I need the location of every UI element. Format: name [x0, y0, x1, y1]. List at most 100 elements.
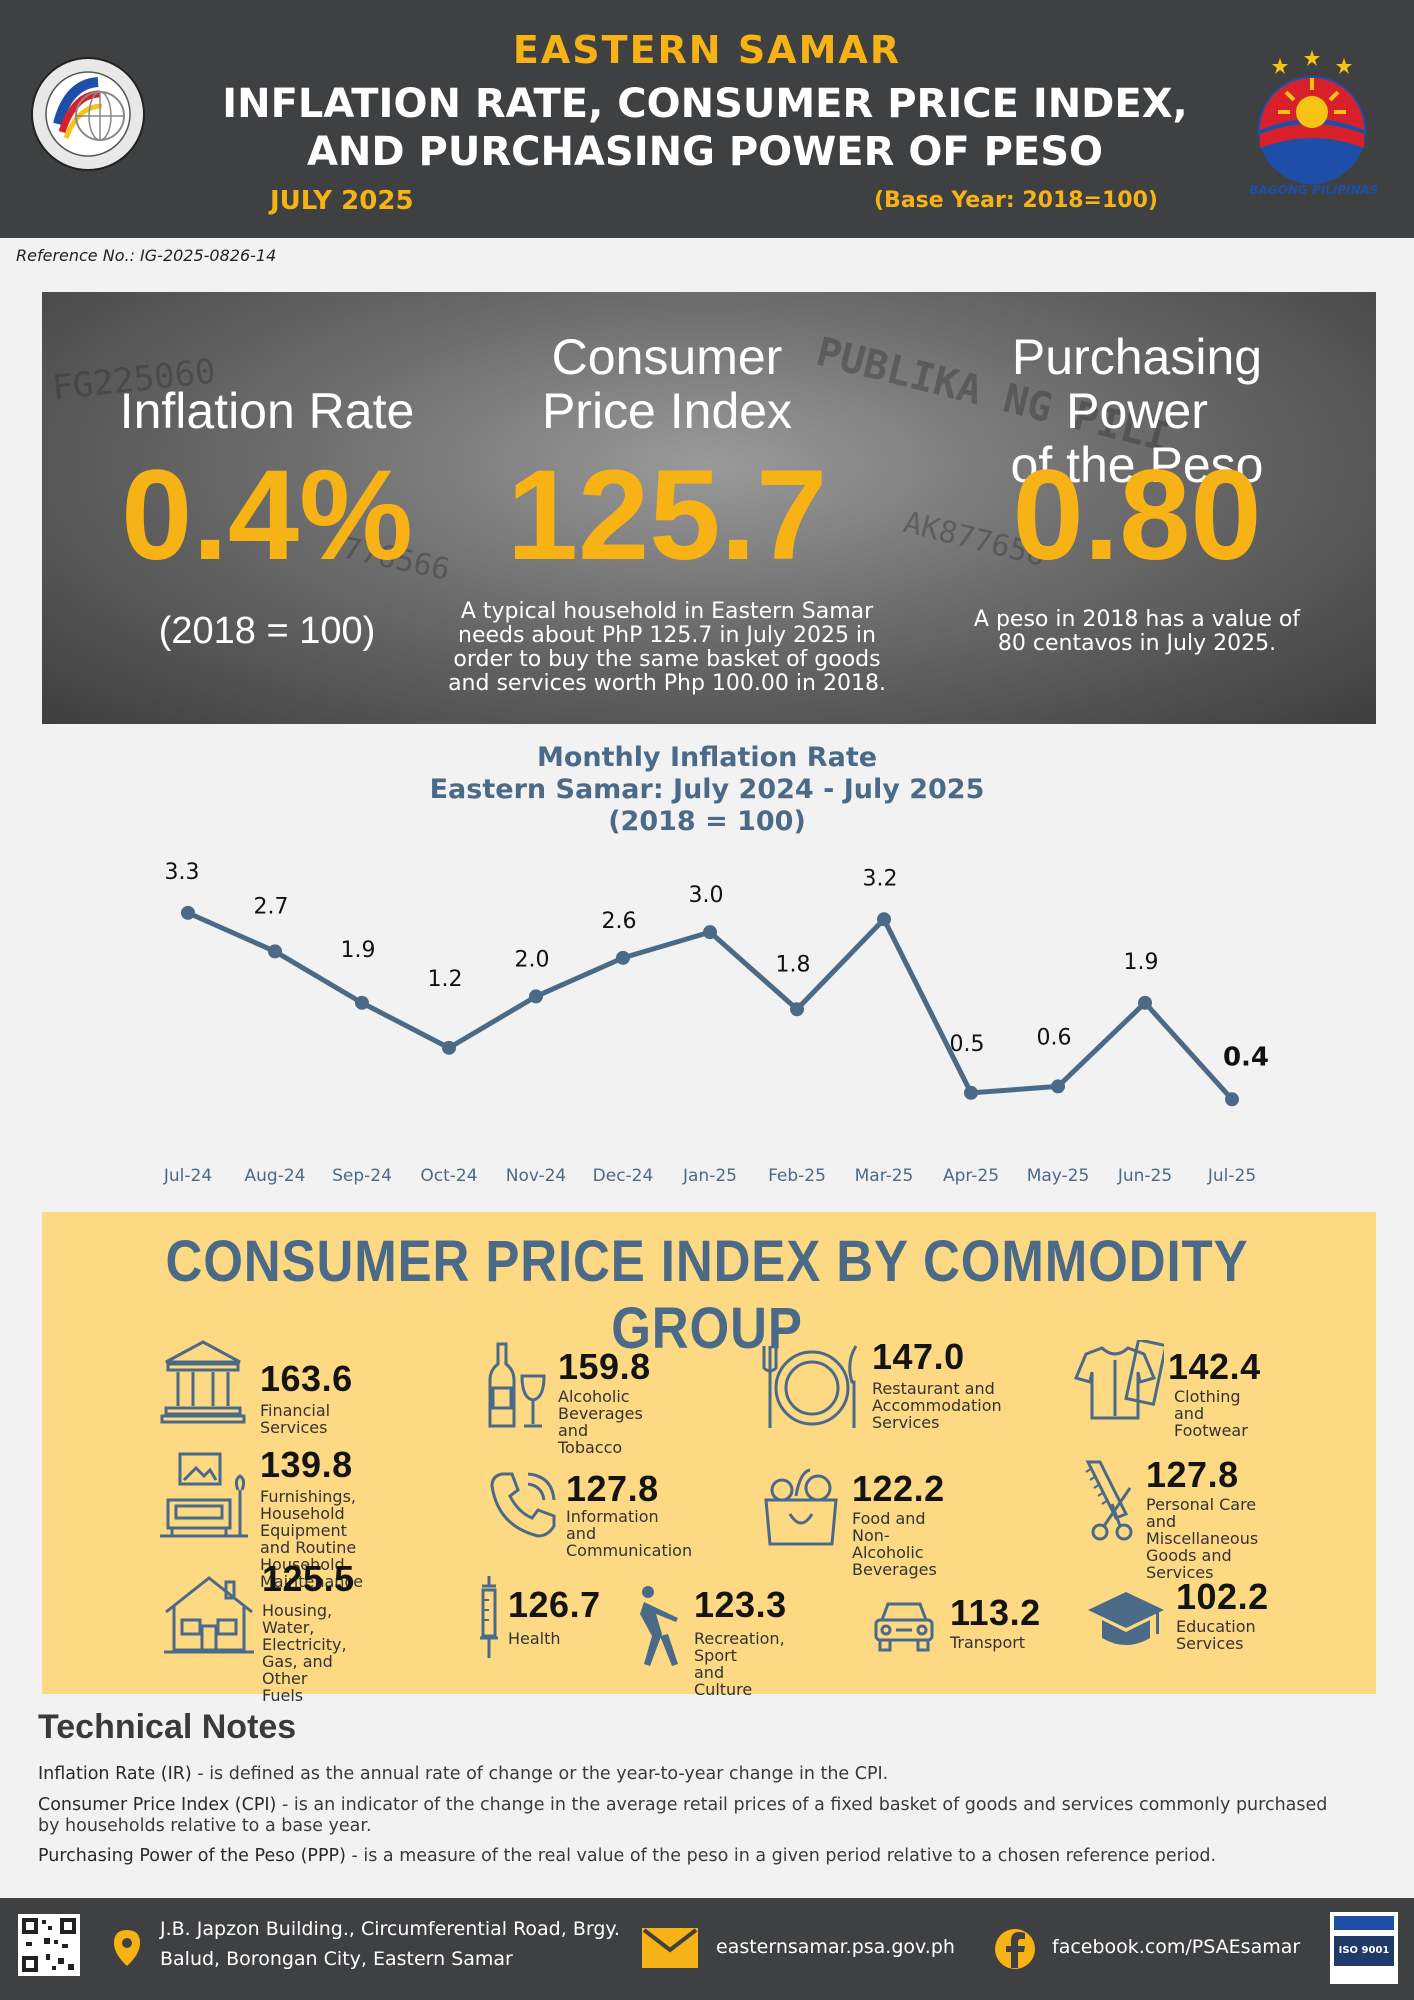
x-tick-label: Mar-25	[855, 1166, 914, 1186]
cpi-value: 159.8	[558, 1346, 651, 1387]
cpi-label: Transport	[950, 1633, 1026, 1652]
ppp-heading: Purchasing Power of the Peso	[942, 330, 1332, 492]
chart-title-line-1: Monthly Inflation Rate	[536, 742, 878, 773]
cpi-label: Financial Services	[260, 1401, 331, 1437]
data-label: 3.3	[165, 860, 200, 885]
x-tick-label: Jul-24	[163, 1166, 212, 1186]
note-term: Consumer Price Index (CPI)	[38, 1795, 277, 1815]
furniture-icon	[160, 1452, 248, 1538]
cpi-value: 122.2	[852, 1468, 945, 1509]
cpi-label: Clothing and Footwear	[1174, 1387, 1248, 1440]
address-line-2: Balud, Borongan City, Eastern Samar	[160, 1948, 513, 1970]
shirt-icon	[1074, 1340, 1164, 1420]
data-label: 1.2	[428, 967, 463, 992]
cpi-note-line-3: order to buy the same basket of goods	[453, 647, 881, 672]
cpi-heading-line-2: Price Index	[541, 383, 793, 439]
inflation-heading: Inflation Rate	[119, 383, 415, 439]
data-point	[268, 944, 282, 959]
note-ppp: Purchasing Power of the Peso (PPP) - is …	[38, 1846, 1378, 1867]
cpi-value: 127.8	[566, 1468, 659, 1509]
note-text: - is an indicator of the change in the a…	[38, 1795, 1328, 1836]
note-term: Inflation Rate (IR)	[38, 1764, 192, 1784]
cpi-label: Personal Care and Miscellaneous Goods an…	[1146, 1495, 1259, 1582]
ppp-heading-line-1: Purchasing Power	[1011, 329, 1263, 439]
region-title: EASTERN SAMAR	[512, 28, 902, 72]
technical-notes-title: Technical Notes	[38, 1708, 297, 1746]
title-line-1: INFLATION RATE, CONSUMER PRICE INDEX,	[222, 81, 1188, 127]
data-point	[442, 1040, 456, 1055]
cpi-label: Education Services	[1176, 1617, 1256, 1653]
chart-title: Monthly Inflation Rate Eastern Samar: Ju…	[0, 742, 1414, 838]
inflation-value: 0.4%	[121, 444, 413, 587]
base-year-label: (Base Year: 2018=100)	[874, 188, 1158, 213]
data-point	[964, 1085, 978, 1100]
cpi-label: Recreation, Sport and Culture	[694, 1629, 785, 1699]
ppp-note-line-1: A peso in 2018 has a value of	[973, 607, 1301, 632]
note-term: Purchasing Power of the Peso (PPP)	[38, 1846, 346, 1866]
x-tick-label: Oct-24	[420, 1166, 477, 1186]
data-point	[790, 1002, 804, 1017]
x-tick-label: Dec-24	[593, 1166, 654, 1186]
wine-bottle-icon	[488, 1342, 546, 1428]
qr-code-icon[interactable]	[18, 1914, 80, 1976]
cpi-note-line-2: needs about PhP 125.7 in July 2025 in	[458, 623, 876, 648]
data-point	[1138, 995, 1152, 1010]
phone-icon	[490, 1472, 556, 1538]
data-point	[1225, 1092, 1239, 1107]
note-text: - is a measure of the real value of the …	[345, 1846, 1217, 1866]
website-link[interactable]: easternsamar.psa.gov.ph	[716, 1936, 955, 1958]
data-point	[355, 995, 369, 1010]
cpi-label: Alcoholic Beverages and Tobacco	[558, 1387, 643, 1457]
note-text: - is defined as the annual rate of chang…	[191, 1764, 889, 1784]
facebook-link[interactable]: facebook.com/PSAEsamar	[1052, 1936, 1301, 1958]
reference-number: Reference No.: IG-2025-0826-14	[16, 246, 277, 265]
cpi-label: Housing, Water, Electricity, Gas, and Ot…	[262, 1601, 347, 1705]
inflation-line-chart: 3.3 Jul-24 2.7 Aug-24 1.9 Sep-24 1.2 Oct-24 2.0 N…	[163, 860, 1269, 1186]
data-point	[616, 950, 630, 965]
data-point	[1051, 1079, 1065, 1094]
ppp-note-line-2: 80 centavos in July 2025.	[997, 631, 1277, 656]
x-tick-label: May-25	[1027, 1166, 1090, 1186]
bagong-pilipinas-text: BAGONG PILIPINAS	[1249, 183, 1378, 197]
cpi-value: 142.4	[1168, 1346, 1261, 1387]
cpi-label: Furnishings, Household Equipment and Rou…	[260, 1487, 364, 1591]
inflation-note: (2018 = 100)	[158, 610, 376, 652]
cpi-label: Information and Communication	[566, 1507, 693, 1560]
cpi-section-title: CONSUMER PRICE INDEX BY COMMODITY GROUP	[165, 1229, 1249, 1361]
data-label: 1.9	[1124, 950, 1159, 975]
graduation-cap-icon	[1088, 1592, 1164, 1645]
iso-certification-badge: ISO 9001	[1330, 1912, 1398, 1984]
cpi-value: 139.8	[260, 1444, 353, 1485]
car-icon	[874, 1602, 934, 1652]
cpi-value: 125.7	[506, 444, 828, 587]
data-label: 2.7	[254, 894, 289, 919]
footer: J.B. Japzon Building., Circumferential R…	[0, 1898, 1414, 2000]
cpi-value: 125.5	[262, 1558, 355, 1599]
comb-scissors-icon	[1085, 1460, 1133, 1541]
cpi-value: 102.2	[1176, 1576, 1269, 1617]
title-line-2: AND PURCHASING POWER OF PESO	[306, 129, 1104, 175]
chart-title-line-2: Eastern Samar: July 2024 - July 2025	[429, 774, 985, 805]
x-tick-label: Jun-25	[1117, 1166, 1172, 1186]
address-line-1: J.B. Japzon Building., Circumferential R…	[160, 1918, 620, 1940]
bagong-pilipinas-logo-icon: BAGONG PILIPINAS	[1249, 50, 1379, 197]
data-label: 2.6	[602, 909, 637, 934]
house-icon	[164, 1576, 254, 1654]
data-point	[877, 912, 891, 927]
page-title: INFLATION RATE, CONSUMER PRICE INDEX, AN…	[150, 80, 1260, 176]
data-point	[703, 925, 717, 940]
data-label: 2.0	[515, 947, 550, 972]
x-tick-label: Aug-24	[245, 1166, 306, 1186]
plate-cutlery-icon	[762, 1345, 858, 1428]
data-label: 1.8	[776, 952, 811, 977]
data-label: 3.0	[689, 883, 724, 908]
cpi-value: 147.0	[872, 1336, 965, 1377]
cpi-label: Restaurant and Accommodation Services	[872, 1379, 1002, 1432]
data-label: 0.6	[1037, 1025, 1072, 1050]
data-label: 0.4	[1223, 1042, 1269, 1072]
address: J.B. Japzon Building., Circumferential R…	[160, 1914, 620, 1974]
cpi-heading: Consumer Price Index	[462, 330, 872, 438]
grocery-bag-icon	[764, 1468, 838, 1546]
x-tick-label: Feb-25	[768, 1166, 826, 1186]
cpi-heading-line-1: Consumer	[551, 329, 783, 385]
